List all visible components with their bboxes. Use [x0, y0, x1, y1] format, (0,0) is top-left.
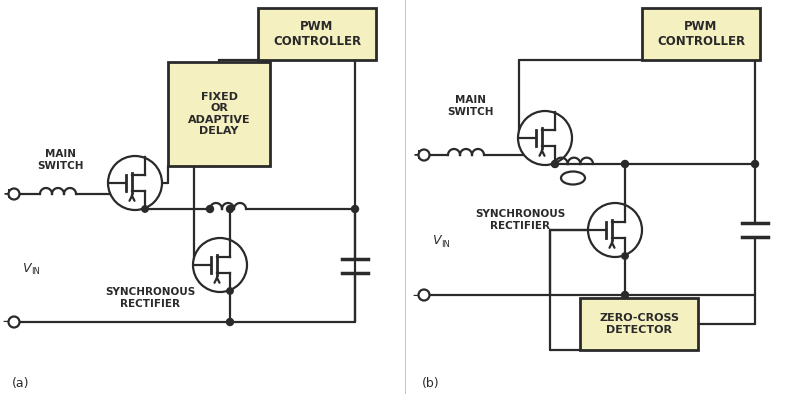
- Circle shape: [418, 149, 430, 160]
- Circle shape: [227, 288, 234, 294]
- Text: +: +: [2, 187, 14, 201]
- Text: IN: IN: [441, 240, 450, 249]
- FancyBboxPatch shape: [168, 62, 270, 166]
- Circle shape: [206, 206, 214, 212]
- Ellipse shape: [561, 171, 585, 184]
- Circle shape: [193, 238, 247, 292]
- Text: MAIN
SWITCH: MAIN SWITCH: [37, 149, 83, 171]
- Text: $V$: $V$: [432, 234, 443, 247]
- Circle shape: [226, 318, 234, 325]
- Circle shape: [351, 206, 358, 212]
- Circle shape: [751, 160, 758, 167]
- Text: −: −: [412, 288, 424, 303]
- Text: PWM
CONTROLLER: PWM CONTROLLER: [273, 20, 361, 48]
- Circle shape: [622, 253, 628, 259]
- Circle shape: [518, 111, 572, 165]
- Circle shape: [9, 316, 19, 327]
- Circle shape: [588, 203, 642, 257]
- Text: SYNCHRONOUS
RECTIFIER: SYNCHRONOUS RECTIFIER: [105, 287, 195, 309]
- Circle shape: [108, 156, 162, 210]
- Text: +: +: [412, 148, 424, 162]
- Circle shape: [551, 160, 558, 167]
- Text: IN: IN: [31, 268, 40, 277]
- Text: FIXED
OR
ADAPTIVE
DELAY: FIXED OR ADAPTIVE DELAY: [188, 91, 250, 136]
- Circle shape: [622, 160, 629, 167]
- Text: MAIN
SWITCH: MAIN SWITCH: [446, 95, 494, 117]
- Text: SYNCHRONOUS
RECTIFIER: SYNCHRONOUS RECTIFIER: [475, 209, 565, 231]
- FancyBboxPatch shape: [258, 8, 376, 60]
- Circle shape: [552, 161, 558, 167]
- Text: ZERO-CROSS
DETECTOR: ZERO-CROSS DETECTOR: [599, 313, 679, 335]
- FancyBboxPatch shape: [642, 8, 760, 60]
- Text: (b): (b): [422, 377, 440, 390]
- Text: −: −: [2, 314, 14, 329]
- Circle shape: [142, 206, 148, 212]
- FancyBboxPatch shape: [580, 298, 698, 350]
- Circle shape: [226, 206, 234, 212]
- Circle shape: [622, 292, 629, 299]
- Circle shape: [9, 188, 19, 199]
- Circle shape: [418, 290, 430, 301]
- Text: $V$: $V$: [22, 262, 34, 275]
- Text: (a): (a): [12, 377, 30, 390]
- Text: PWM
CONTROLLER: PWM CONTROLLER: [657, 20, 745, 48]
